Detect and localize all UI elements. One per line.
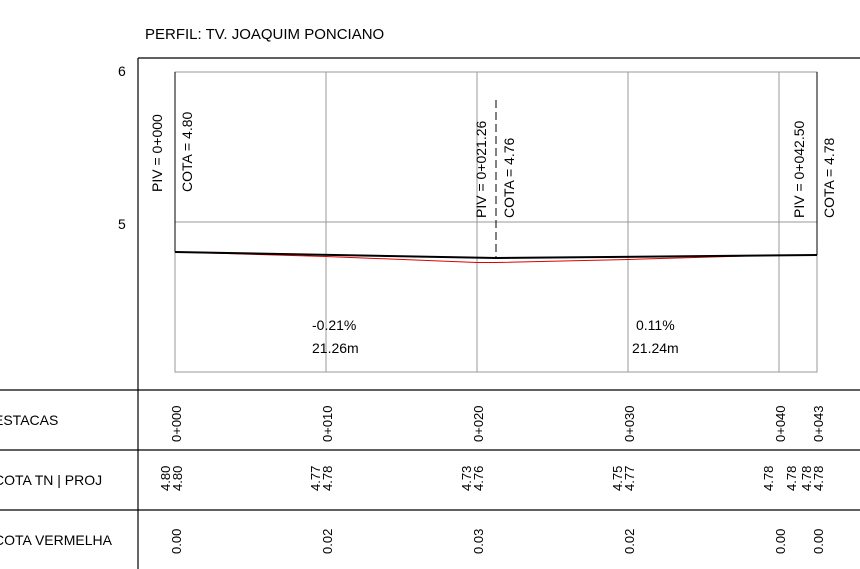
terrain-elevation-value: 4.78 <box>761 466 776 491</box>
terrain-elevation-value: 4.73 <box>459 466 474 491</box>
cut-fill-value: 0.00 <box>773 529 788 554</box>
piv-station-label: PIV = 0+021.26 <box>473 120 489 218</box>
cut-fill-value: 0.03 <box>471 529 486 554</box>
project-elevation-value: 4.76 <box>471 466 486 491</box>
project-elevation-value: 4.78 <box>811 466 826 491</box>
project-elevation-value: 4.80 <box>170 466 185 491</box>
project-elevation-value: 4.77 <box>622 466 637 491</box>
station-value: 0+043 <box>811 405 826 442</box>
grade-length-label: 21.26m <box>312 340 359 356</box>
terrain-elevation-value: 4.80 <box>158 466 173 491</box>
row-label-cota-tn-proj: COTA TN | PROJ <box>0 472 102 488</box>
terrain-elevation-value: 4.78 <box>799 466 814 491</box>
station-value: 0+000 <box>169 405 184 442</box>
piv-elevation-label: COTA = 4.80 <box>179 112 195 192</box>
cut-fill-value: 0.02 <box>320 529 335 554</box>
project-elevation-value: 4.78 <box>784 466 799 491</box>
cut-fill-value: 0.02 <box>622 529 637 554</box>
grade-slope-label: -0.21% <box>312 317 356 333</box>
piv-elevation-label: COTA = 4.76 <box>501 138 517 218</box>
station-value: 0+030 <box>622 405 637 442</box>
grade-slope-label: 0.11% <box>636 317 675 333</box>
station-value: 0+010 <box>320 405 335 442</box>
project-grade-line <box>174 251 818 260</box>
project-elevation-value: 4.78 <box>320 466 335 491</box>
grade-length-label: 21.24m <box>632 340 679 356</box>
row-label-cota-vermelha: COTA VERMELHA <box>0 532 113 548</box>
cut-fill-value: 0.00 <box>811 529 826 554</box>
y-tick-label-5: 5 <box>118 216 126 232</box>
station-value: 0+020 <box>471 405 486 442</box>
piv-station-label: PIV = 0+000 <box>149 114 165 192</box>
piv-station-label: PIV = 0+042.50 <box>791 120 807 218</box>
y-tick-label-6: 6 <box>118 63 126 79</box>
profile-title: PERFIL: TV. JOAQUIM PONCIANO <box>145 26 384 43</box>
station-value: 0+040 <box>773 405 788 442</box>
row-label-estacas: ESTACAS <box>0 412 58 428</box>
cut-fill-value: 0.00 <box>169 529 184 554</box>
terrain-elevation-value: 4.75 <box>610 466 625 491</box>
terrain-elevation-value: 4.77 <box>308 466 323 491</box>
piv-elevation-label: COTA = 4.78 <box>821 138 837 218</box>
